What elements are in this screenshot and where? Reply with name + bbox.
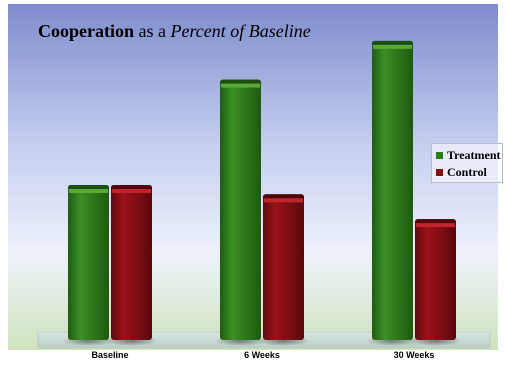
bar-body: [263, 194, 304, 340]
bar-top-edge: [415, 219, 456, 225]
title-part-italic: Percent of Baseline: [170, 21, 311, 41]
bar-body: [220, 79, 261, 340]
bar-body: [68, 185, 109, 340]
chart-title: Cooperation as a Percent of Baseline: [38, 21, 311, 42]
bar-control-6-weeks: [257, 194, 310, 346]
bar-highlight: [373, 44, 412, 49]
bars-layer: [62, 40, 462, 346]
bar-top-edge: [372, 40, 413, 46]
bar-highlight: [264, 198, 303, 203]
bar-treatment-baseline: [62, 185, 115, 346]
bar-treatment-30-weeks: [366, 40, 419, 346]
bar-highlight: [221, 83, 260, 88]
bar-top-edge: [263, 194, 304, 200]
bar-highlight: [416, 223, 455, 228]
bar-body: [372, 40, 413, 340]
bar-treatment-6-weeks: [214, 79, 267, 346]
bar-highlight: [69, 189, 108, 193]
bar-top-edge: [68, 185, 109, 190]
legend-swatch-treatment: [436, 152, 443, 159]
x-tick-label: 6 Weeks: [244, 350, 280, 360]
legend-swatch-control: [436, 169, 443, 176]
bar-highlight: [112, 189, 151, 193]
legend-item-control: Control: [436, 165, 487, 180]
title-part-plain: as a: [134, 21, 171, 41]
legend-item-treatment: Treatment: [436, 148, 501, 163]
bar-control-baseline: [105, 185, 158, 346]
bar-body: [415, 219, 456, 340]
bar-top-edge: [111, 185, 152, 190]
x-tick-label: 30 Weeks: [393, 350, 435, 360]
x-tick-label: Baseline: [91, 350, 129, 360]
legend-label-control: Control: [447, 165, 487, 179]
bar-control-30-weeks: [409, 219, 462, 346]
bar-body: [111, 185, 152, 340]
bar-top-edge: [220, 79, 261, 85]
legend-label-treatment: Treatment: [447, 148, 501, 162]
title-part-bold: Cooperation: [38, 21, 134, 41]
legend: Treatment Control: [431, 143, 503, 183]
